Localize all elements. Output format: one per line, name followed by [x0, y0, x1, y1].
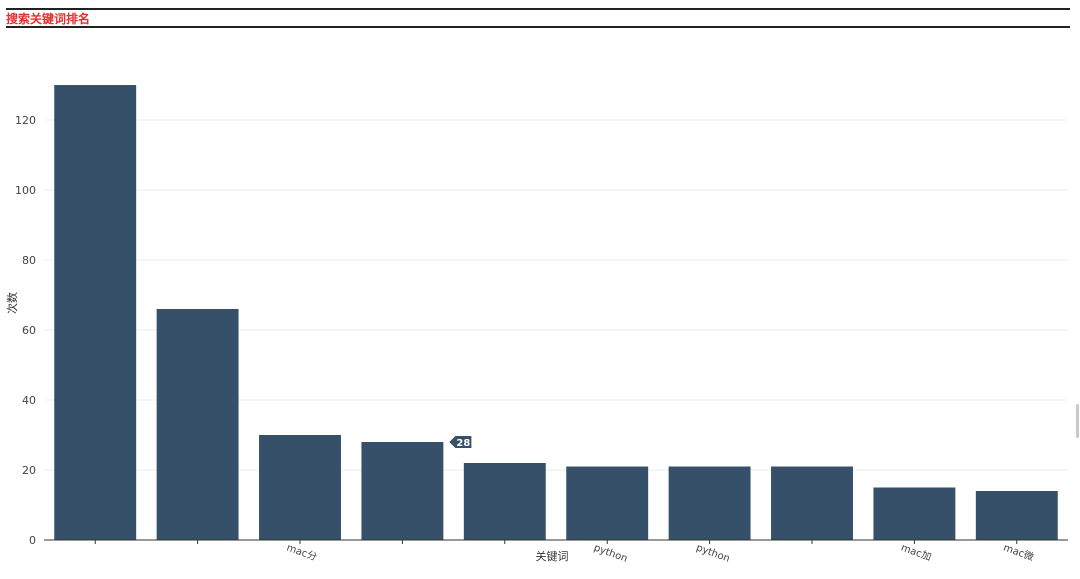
tooltip-value: 28	[456, 438, 470, 449]
x-tick-label: python	[695, 542, 732, 564]
x-tick-label: python	[592, 542, 629, 564]
hover-tooltip: 28	[449, 436, 472, 449]
bar[interactable]	[361, 442, 444, 540]
y-tick-label: 20	[22, 464, 36, 477]
bar[interactable]	[668, 466, 751, 540]
bar[interactable]	[771, 466, 853, 540]
bar[interactable]	[156, 309, 239, 540]
scrollbar-thumb[interactable]	[1076, 404, 1079, 438]
y-tick-label: 40	[22, 394, 36, 407]
x-axis-title: 关键词	[536, 549, 569, 563]
bar[interactable]	[463, 463, 546, 540]
y-tick-label: 0	[29, 534, 36, 547]
tooltip-box	[449, 436, 472, 449]
y-tick-label: 120	[15, 114, 36, 127]
x-tick-label: mac加	[899, 542, 933, 564]
y-axis-title: 次数	[5, 292, 19, 314]
x-axis: mac分 python python mac加 mac微 关键词	[44, 539, 1068, 565]
bar[interactable]	[566, 466, 649, 540]
x-tick-label: mac分	[285, 542, 319, 564]
y-tick-label: 100	[15, 184, 36, 197]
bar[interactable]	[873, 487, 956, 540]
y-tick-label: 60	[22, 324, 36, 337]
bar[interactable]	[259, 435, 341, 540]
chart-section-title: 搜索关键词排名	[6, 12, 91, 26]
y-tick-label: 80	[22, 254, 36, 267]
y-axis: 0 20 40 60 80 100 120 次数	[5, 114, 36, 547]
x-tick-label: mac微	[1002, 541, 1036, 564]
bar[interactable]	[975, 491, 1058, 540]
title-bar: 搜索关键词排名	[6, 8, 1070, 28]
bar[interactable]	[54, 85, 137, 540]
bars	[54, 85, 1058, 540]
